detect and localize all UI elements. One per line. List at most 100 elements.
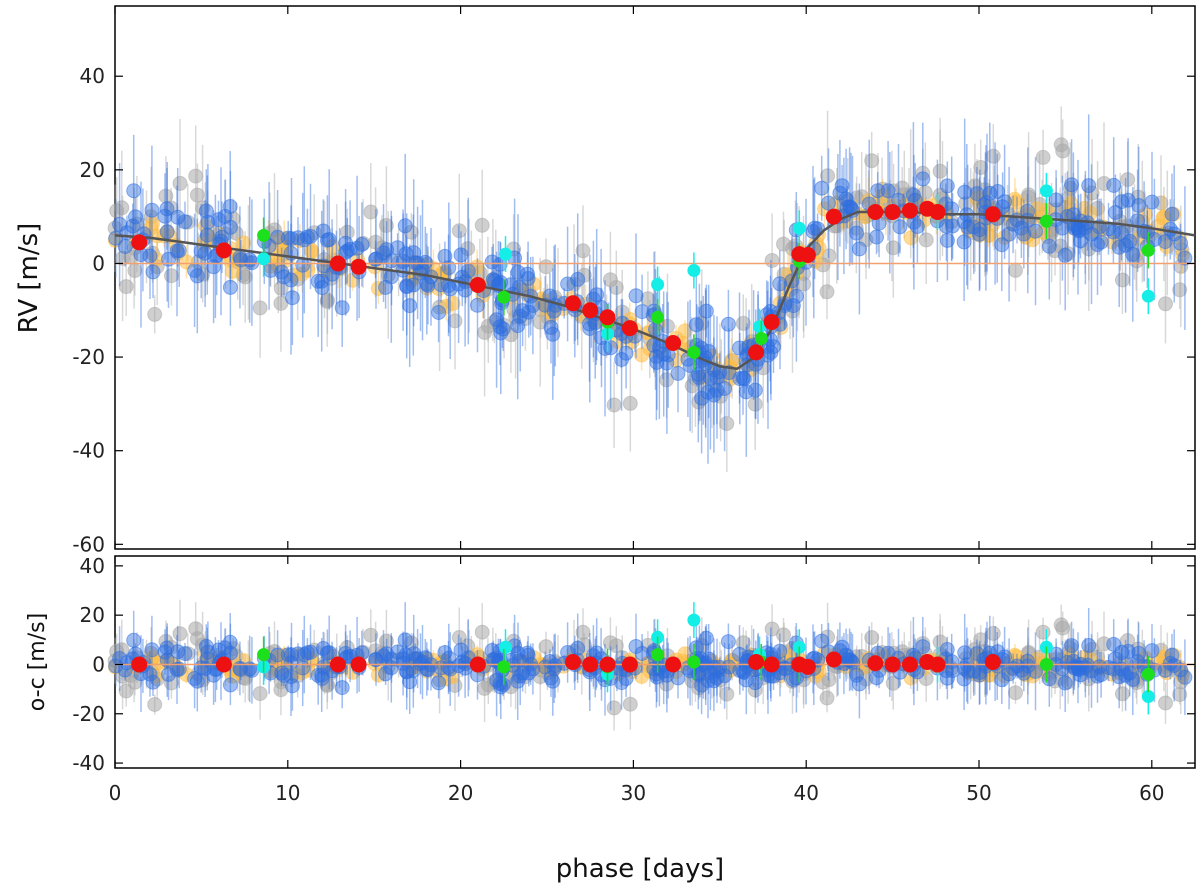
gray-rv-point — [118, 279, 134, 295]
residuals-x-tick-label: 0 — [109, 781, 122, 805]
gray-residual-point — [606, 700, 622, 716]
gray-rv-point — [622, 395, 638, 411]
orange-rv-point — [236, 235, 252, 251]
blue-rv-point — [128, 209, 143, 225]
blue-rv-point — [659, 355, 675, 371]
blue-rv-point — [1001, 226, 1017, 242]
blue-rv-point — [390, 240, 406, 256]
gray-rv-point — [147, 306, 163, 322]
blue-rv-point — [280, 230, 296, 246]
blue-residual-point — [720, 634, 736, 650]
blue-residual-point — [547, 658, 563, 674]
blue-residual-point — [489, 672, 505, 688]
gray-rv-point — [1008, 262, 1023, 278]
blue-rv-point — [688, 317, 704, 333]
blue-rv-point — [648, 322, 663, 337]
gray-residual-point — [378, 633, 394, 649]
blue-residual-point — [199, 651, 215, 667]
blue-rv-point — [994, 237, 1010, 253]
blue-rv-point — [880, 183, 896, 199]
blue-residual-point — [145, 674, 161, 690]
blue-rv-point — [851, 241, 867, 257]
gray-rv-point — [1114, 272, 1130, 288]
gray-rv-point — [885, 240, 901, 256]
red-residual-point — [582, 656, 599, 673]
blue-residual-point — [144, 642, 160, 658]
blue-rv-point — [939, 178, 955, 194]
blue-rv-point — [732, 340, 747, 356]
blue-residual-point — [851, 676, 867, 692]
blue-residual-point — [453, 642, 469, 658]
blue-residual-point — [108, 658, 124, 674]
green-residual-point — [1039, 658, 1053, 671]
blue-rv-point — [543, 319, 559, 335]
blue-residual-point — [1157, 662, 1173, 678]
gray-rv-point — [1084, 185, 1100, 201]
red-rv-point — [564, 295, 581, 312]
gray-rv-point — [188, 168, 204, 184]
blue-rv-point — [939, 232, 955, 248]
blue-residual-point — [1177, 669, 1193, 685]
blue-rv-point — [510, 318, 526, 334]
blue-rv-point — [384, 253, 399, 269]
gray-rv-point — [848, 220, 864, 236]
blue-residual-point — [274, 665, 290, 681]
blue-residual-point — [222, 677, 238, 693]
orange-rv-point — [677, 323, 693, 339]
gray-residual-point — [776, 627, 791, 643]
blue-rv-point — [417, 254, 433, 270]
residuals-y-tick-label: -40 — [72, 751, 105, 775]
blue-residual-point — [280, 647, 296, 663]
gray-rv-point — [195, 266, 211, 282]
gray-rv-point — [1158, 296, 1173, 312]
red-rv-point — [799, 247, 816, 263]
blue-residual-point — [112, 651, 128, 666]
blue-residual-point — [972, 665, 988, 680]
cyan-residual-point — [1141, 690, 1155, 703]
blue-rv-point — [314, 273, 330, 289]
blue-residual-point — [614, 675, 630, 691]
blue-rv-point — [126, 183, 142, 199]
gray-residual-point — [474, 624, 490, 640]
blue-rv-point — [398, 246, 414, 262]
gray-rv-point — [378, 218, 394, 233]
blue-rv-point — [187, 262, 203, 278]
cyan-rv-point — [792, 221, 806, 235]
residuals-panel: -40 -20 0 20 40 0 10 20 30 40 50 60 — [72, 554, 1196, 805]
residuals-y-tick-label: -20 — [72, 702, 105, 726]
blue-rv-point — [169, 243, 185, 259]
blue-rv-point — [1108, 205, 1123, 220]
blue-rv-point — [698, 303, 714, 319]
blue-residual-point — [869, 670, 884, 686]
gray-rv-point — [477, 325, 493, 340]
blue-rv-point — [492, 319, 508, 335]
green-residual-point — [497, 660, 511, 674]
blue-residual-point — [956, 671, 972, 687]
residuals-x-tick-label: 60 — [1139, 781, 1164, 805]
gray-rv-point — [451, 223, 467, 239]
blue-rv-point — [997, 194, 1013, 210]
blue-residual-point — [1001, 666, 1017, 682]
green-rv-point — [257, 228, 271, 242]
blue-residual-point — [284, 678, 300, 694]
blue-rv-point — [431, 305, 447, 320]
blue-rv-point — [720, 316, 736, 332]
blue-residual-point — [688, 640, 704, 656]
blue-residual-point — [420, 662, 436, 678]
rv-y-tick-label: 40 — [80, 64, 105, 88]
blue-residual-point — [939, 670, 955, 686]
blue-rv-point — [284, 290, 300, 306]
gray-residual-point — [538, 639, 554, 655]
gray-rv-point — [339, 224, 355, 240]
blue-residual-point — [1048, 646, 1064, 662]
blue-rv-point — [656, 346, 672, 362]
blue-residual-point — [521, 665, 537, 681]
blue-rv-point — [198, 203, 214, 219]
residuals-x-tick-label: 10 — [275, 781, 300, 805]
blue-rv-point — [1106, 177, 1122, 193]
blue-rv-point — [1093, 234, 1109, 250]
blue-rv-point — [470, 297, 485, 313]
blue-rv-point — [870, 183, 886, 199]
blue-residual-point — [1120, 643, 1136, 659]
gray-rv-point — [575, 243, 591, 259]
